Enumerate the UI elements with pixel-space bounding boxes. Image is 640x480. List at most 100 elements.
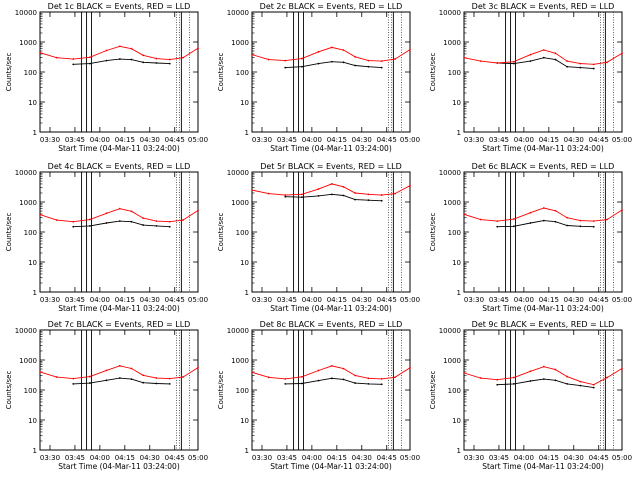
y-tick-label: 100 <box>24 387 37 395</box>
lld-point <box>197 47 199 50</box>
lld-point <box>317 50 320 53</box>
lld-point <box>394 192 396 195</box>
y-tick-label: 1000 <box>231 357 249 365</box>
lld-point <box>409 366 411 369</box>
lld-point <box>479 218 482 221</box>
lld-point <box>409 48 411 51</box>
panel-title: Det 6c BLACK = Events, RED = LLD <box>472 162 615 171</box>
y-tick-label: 1 <box>457 129 461 137</box>
events-series-line <box>285 193 382 202</box>
lld-point <box>554 52 557 55</box>
lld-point <box>342 185 345 188</box>
events-point <box>130 58 133 61</box>
y-tick-label: 10000 <box>227 327 249 335</box>
events-point <box>300 196 303 199</box>
x-tick-label: 04:15 <box>539 454 559 462</box>
lld-point <box>621 52 623 55</box>
events-point <box>592 67 595 70</box>
lld-point <box>155 57 158 60</box>
events-point <box>105 222 108 224</box>
events-point <box>367 382 370 385</box>
events-point <box>105 379 108 382</box>
lld-point <box>621 367 623 370</box>
lld-point <box>142 374 145 377</box>
lld-point <box>39 213 41 216</box>
lld-point <box>142 54 145 57</box>
y-tick-label: 1000 <box>443 199 461 207</box>
lld-point <box>409 184 411 187</box>
events-point <box>88 224 91 227</box>
lld-point <box>342 49 345 51</box>
events-point <box>317 194 320 197</box>
lld-point <box>168 220 171 223</box>
lld-point <box>512 60 515 63</box>
x-tick-label: 03:45 <box>65 136 85 144</box>
x-tick-label: 04:00 <box>302 296 322 304</box>
events-point <box>579 384 582 387</box>
y-axis-title: Counts/sec <box>217 213 225 252</box>
y-tick-label: 10000 <box>15 327 37 335</box>
events-point <box>284 195 287 198</box>
x-tick-label: 04:30 <box>564 136 584 144</box>
events-point <box>529 380 532 382</box>
y-tick-label: 100 <box>24 229 37 237</box>
events-point <box>88 382 91 384</box>
x-tick-label: 04:00 <box>514 296 534 304</box>
lld-series-line <box>251 365 411 380</box>
lld-point <box>88 375 91 378</box>
y-tick-label: 10 <box>452 259 461 267</box>
x-tick-label: 04:00 <box>302 454 322 462</box>
x-tick-label: 04:15 <box>539 136 559 144</box>
lld-point <box>367 59 370 62</box>
x-tick-label: 03:45 <box>489 296 509 304</box>
lld-point <box>197 366 199 369</box>
lld-point <box>55 56 58 59</box>
y-tick-label: 10000 <box>15 169 37 177</box>
events-point <box>342 61 345 64</box>
lld-point <box>496 220 499 223</box>
x-tick-label: 04:30 <box>564 296 584 304</box>
events-series-line <box>73 377 170 385</box>
lld-point <box>105 212 108 215</box>
x-tick-label: 04:00 <box>514 136 534 144</box>
x-tick-label: 04:30 <box>352 296 372 304</box>
lld-point <box>105 369 108 372</box>
plot-frame <box>463 11 623 133</box>
events-point <box>300 65 303 68</box>
x-tick-label: 05:00 <box>188 296 208 304</box>
x-tick-label: 04:45 <box>165 296 185 304</box>
events-point <box>317 62 320 65</box>
lld-point <box>394 376 396 379</box>
lld-point <box>592 63 595 66</box>
y-tick-label: 1000 <box>231 39 249 47</box>
y-tick-label: 10000 <box>227 9 249 17</box>
events-point <box>354 64 357 67</box>
x-tick-label: 04:45 <box>165 454 185 462</box>
x-tick-label: 03:30 <box>464 454 484 462</box>
lld-point <box>542 365 545 368</box>
plot-frame <box>463 329 623 451</box>
events-point <box>380 66 383 69</box>
y-tick-label: 1 <box>245 289 249 297</box>
y-tick-label: 1 <box>245 447 249 455</box>
x-axis-title: Start Time (04-Mar-11 03:24:00) <box>482 144 604 153</box>
x-axis-title: Start Time (04-Mar-11 03:24:00) <box>58 462 180 471</box>
lld-point <box>168 58 171 61</box>
lld-point <box>479 377 482 379</box>
x-axis-title: Start Time (04-Mar-11 03:24:00) <box>270 462 392 471</box>
lld-point <box>554 368 557 371</box>
lld-point <box>606 61 608 64</box>
x-axis-title: Start Time (04-Mar-11 03:24:00) <box>58 144 180 153</box>
events-point <box>155 62 158 64</box>
y-tick-label: 1 <box>457 289 461 297</box>
events-point <box>142 224 145 226</box>
lld-series-line <box>251 183 411 196</box>
lld-point <box>39 371 41 373</box>
events-series-line <box>73 220 170 228</box>
events-point <box>566 65 569 68</box>
lld-point <box>284 194 287 196</box>
x-tick-label: 03:45 <box>277 136 297 144</box>
events-point <box>529 60 532 63</box>
lld-point <box>330 365 333 367</box>
lld-point <box>130 367 133 370</box>
